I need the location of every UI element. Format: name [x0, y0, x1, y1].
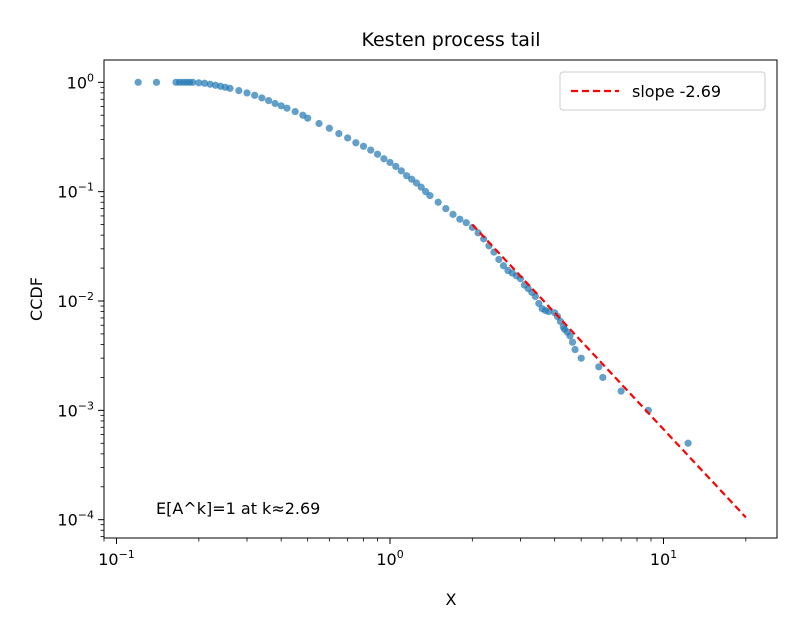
data-point: [571, 345, 579, 354]
data-point: [373, 150, 382, 158]
legend: slope -2.69: [559, 71, 766, 111]
data-point: [403, 172, 411, 180]
data-point: [544, 308, 553, 316]
data-point: [684, 439, 692, 447]
data-point: [417, 183, 425, 191]
chart-title: Kesten process tail: [361, 29, 540, 51]
data-point: [595, 363, 603, 371]
data-point: [535, 299, 543, 308]
y-tick-label: 10−3: [57, 399, 94, 420]
data-point: [408, 175, 416, 183]
data-point: [566, 332, 574, 340]
data-point: [499, 262, 508, 270]
y-tick-label: 10−4: [57, 509, 94, 530]
data-point: [271, 99, 279, 108]
data-point: [201, 79, 209, 87]
data-point: [258, 94, 266, 102]
data-point: [617, 387, 625, 395]
y-axis-label: CCDF: [27, 277, 46, 321]
data-point: [283, 104, 291, 112]
y-tick-label: 10−1: [57, 181, 94, 202]
data-point: [195, 79, 203, 87]
data-point: [397, 167, 405, 175]
data-point: [599, 373, 607, 382]
data-point: [449, 210, 457, 218]
data-point: [152, 78, 161, 86]
data-point: [304, 114, 312, 122]
plot-area: [134, 78, 747, 519]
data-point: [386, 158, 394, 167]
legend-label: slope -2.69: [632, 82, 721, 101]
data-point: [480, 235, 488, 243]
data-point: [462, 219, 470, 227]
data-point: [577, 354, 585, 362]
data-point: [474, 229, 482, 237]
data-point: [235, 87, 243, 95]
x-tick-label: 101: [650, 548, 677, 569]
data-point: [568, 338, 577, 346]
data-point: [412, 179, 421, 187]
data-point: [359, 142, 368, 150]
x-axis-label: X: [446, 590, 457, 609]
data-point: [456, 215, 464, 223]
data-point: [531, 292, 539, 301]
x-tick-label: 100: [376, 548, 403, 569]
y-axis: 10−4 10−3 10−2 10−1 100: [57, 71, 104, 538]
y-tick-label: 10−2: [57, 290, 94, 311]
data-point: [243, 89, 251, 97]
data-point: [426, 192, 434, 200]
plot-frame: [103, 59, 778, 539]
x-tick-label: 10−1: [98, 548, 135, 569]
data-point: [335, 129, 343, 138]
data-point: [189, 78, 197, 86]
data-point: [265, 97, 273, 105]
data-point: [325, 124, 333, 132]
data-point: [277, 102, 285, 110]
legend-box: [559, 71, 766, 111]
y-tick-label: 100: [67, 71, 94, 92]
annotation-text: E[A^k]=1 at k≈2.69: [156, 499, 320, 518]
data-point: [442, 205, 450, 213]
data-point: [392, 162, 400, 171]
data-point: [556, 317, 565, 326]
data-point: [344, 134, 352, 142]
data-point: [134, 78, 142, 86]
data-point: [495, 255, 503, 264]
data-point: [251, 91, 259, 99]
data-point: [315, 119, 323, 128]
data-point: [226, 84, 234, 92]
fit-line: [471, 223, 747, 519]
data-point: [380, 155, 388, 163]
data-point: [434, 198, 442, 206]
data-point: [291, 107, 299, 116]
data-point: [352, 139, 360, 147]
x-axis: 10−1 100 101: [98, 538, 747, 569]
data-point: [367, 146, 375, 154]
